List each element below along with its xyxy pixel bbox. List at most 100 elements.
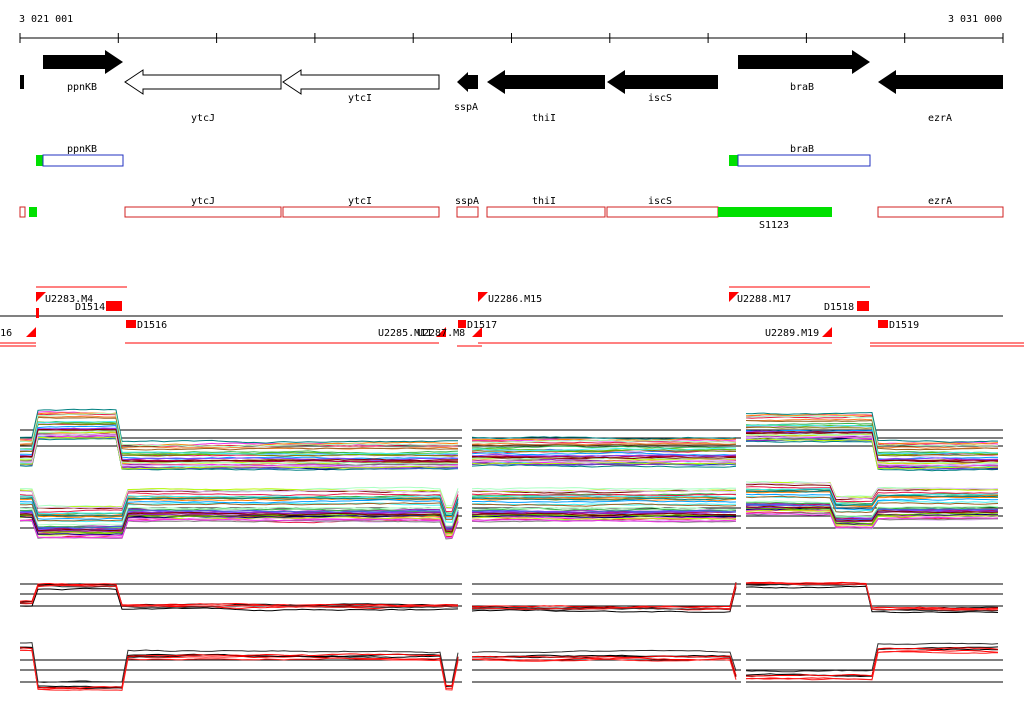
expression-line [471, 655, 737, 676]
expression-line [471, 510, 737, 514]
minus-feature-sspA[interactable] [456, 206, 479, 218]
minus-feature-ezrA[interactable] [877, 206, 1004, 218]
gene-label-ytcJ: ytcJ [191, 113, 215, 124]
expression-line [19, 492, 459, 513]
minus-feature-ytcI[interactable] [282, 206, 440, 218]
expression-line [745, 424, 998, 455]
gene-label-braB: braB [790, 82, 814, 93]
expression-line [471, 493, 737, 497]
expression-line [745, 585, 999, 614]
gene-arrow-ppnKB[interactable] [43, 50, 123, 74]
gene-arrow-ytcJ[interactable] [124, 69, 282, 95]
gene-label-sspA: sspA [454, 102, 478, 113]
coordinate-ruler [19, 33, 1004, 43]
expression-line [471, 582, 737, 608]
tu-label: D1516 [137, 320, 167, 331]
gene-arrow-thiI[interactable] [487, 70, 605, 94]
plus-feature-braB[interactable] [737, 154, 871, 167]
minus-feature-thiI[interactable] [486, 206, 606, 218]
expression-line [471, 445, 737, 449]
tu-label: U2283.M4 [45, 294, 93, 305]
minus-feature-ytcJ[interactable] [124, 206, 282, 218]
expression-line [471, 519, 737, 523]
expression-line [745, 582, 999, 611]
expression-line [745, 650, 999, 681]
expression-line [472, 489, 737, 493]
gene-arrow-ytcI[interactable] [282, 69, 440, 95]
summary-panel-reverse [19, 642, 1003, 691]
expression-line [471, 507, 737, 512]
expression-line [19, 511, 459, 533]
terminator-marker [458, 320, 466, 328]
minus-feature-label: S1123 [759, 220, 789, 231]
expression-line [745, 490, 999, 507]
expression-line [471, 497, 737, 501]
expression-line [745, 486, 999, 503]
gene-arrow-sspA[interactable] [457, 72, 478, 92]
expression-line [19, 496, 459, 517]
tu-label: U2285.M11 [378, 328, 432, 339]
expression-line [19, 587, 459, 612]
expression-profiles [19, 408, 1003, 691]
highlight-marker [36, 155, 43, 166]
expression-line [745, 503, 999, 521]
expression-line [471, 509, 737, 514]
promoter-marker [36, 292, 46, 302]
tu-label: D1519 [889, 320, 919, 331]
transcription-unit-track: U2283.M4 D1514 D1516 U2286.M15 D1517 U22… [0, 286, 1024, 347]
expression-line [471, 487, 737, 490]
minus-feature-S1123[interactable] [718, 207, 832, 217]
minus-feature-label: sspA [455, 196, 479, 207]
expression-line [471, 654, 737, 676]
gene-arrow-braB[interactable] [738, 50, 870, 74]
tu-label: U2288.M17 [737, 294, 791, 305]
expression-line [471, 442, 737, 446]
minus-feature-fragment [19, 206, 26, 218]
expression-line [472, 499, 737, 503]
expression-line [471, 503, 737, 507]
gene-label-iscS: iscS [648, 93, 672, 104]
minus-feature-label: ezrA [928, 196, 952, 207]
expression-line [471, 511, 737, 516]
gene-arrow-iscS[interactable] [607, 70, 718, 94]
expression-line [471, 503, 736, 506]
gene-label-ytcI: ytcI [348, 93, 372, 104]
expression-line [745, 505, 999, 522]
expression-line [471, 649, 737, 672]
expression-line [471, 515, 737, 519]
expression-line [19, 413, 459, 448]
expression-line [471, 582, 737, 609]
promoter-marker [729, 292, 739, 302]
expression-line [745, 647, 999, 677]
minus-feature-label: ytcI [348, 196, 372, 207]
expression-line [471, 496, 736, 500]
expression-line [19, 582, 459, 607]
plus-feature-label: ppnKB [67, 144, 97, 155]
expression-line [19, 436, 459, 470]
terminator-marker [36, 308, 39, 318]
terminator-marker [857, 301, 869, 311]
expression-line [471, 518, 737, 523]
expression-line [471, 447, 737, 452]
expression-line [471, 587, 737, 613]
expression-line [745, 581, 999, 610]
minus-feature-iscS[interactable] [606, 206, 719, 218]
expression-line [745, 419, 999, 451]
minus-feature-label: iscS [648, 196, 672, 207]
tu-label: U2287.M8 [417, 328, 465, 339]
expression-line [472, 443, 737, 447]
tu-label: D1514 [75, 302, 105, 313]
expression-line [745, 438, 999, 470]
gene-arrow-ezrA[interactable] [878, 70, 1003, 94]
expression-line [19, 509, 459, 529]
gene-label-ezrA: ezrA [928, 113, 952, 124]
promoter-marker [26, 327, 36, 337]
plus-feature-ppnKB[interactable] [42, 154, 124, 167]
expression-line [472, 516, 737, 521]
expression-line [471, 506, 737, 511]
expression-line [19, 434, 459, 468]
expression-line [745, 512, 999, 529]
expression-line [745, 415, 999, 447]
expression-line [19, 495, 459, 515]
